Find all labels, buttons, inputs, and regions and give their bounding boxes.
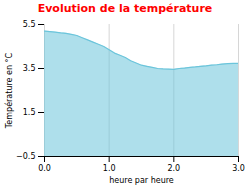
svg-text:3.5: 3.5 (23, 64, 36, 73)
svg-text:heure par heure: heure par heure (109, 176, 174, 185)
svg-text:2.0: 2.0 (167, 164, 180, 173)
html-text:Evolution de la température: Evolution de la température (37, 2, 213, 15)
svg-text:1.5: 1.5 (23, 108, 36, 117)
svg-text:−0.5: −0.5 (16, 152, 35, 161)
svg-text:0.0: 0.0 (38, 164, 51, 173)
svg-text:1.0: 1.0 (103, 164, 116, 173)
svg-text:3.0: 3.0 (232, 164, 245, 173)
svg-text:5.5: 5.5 (23, 20, 36, 29)
svg-text:Température en °C: Température en °C (4, 52, 14, 129)
